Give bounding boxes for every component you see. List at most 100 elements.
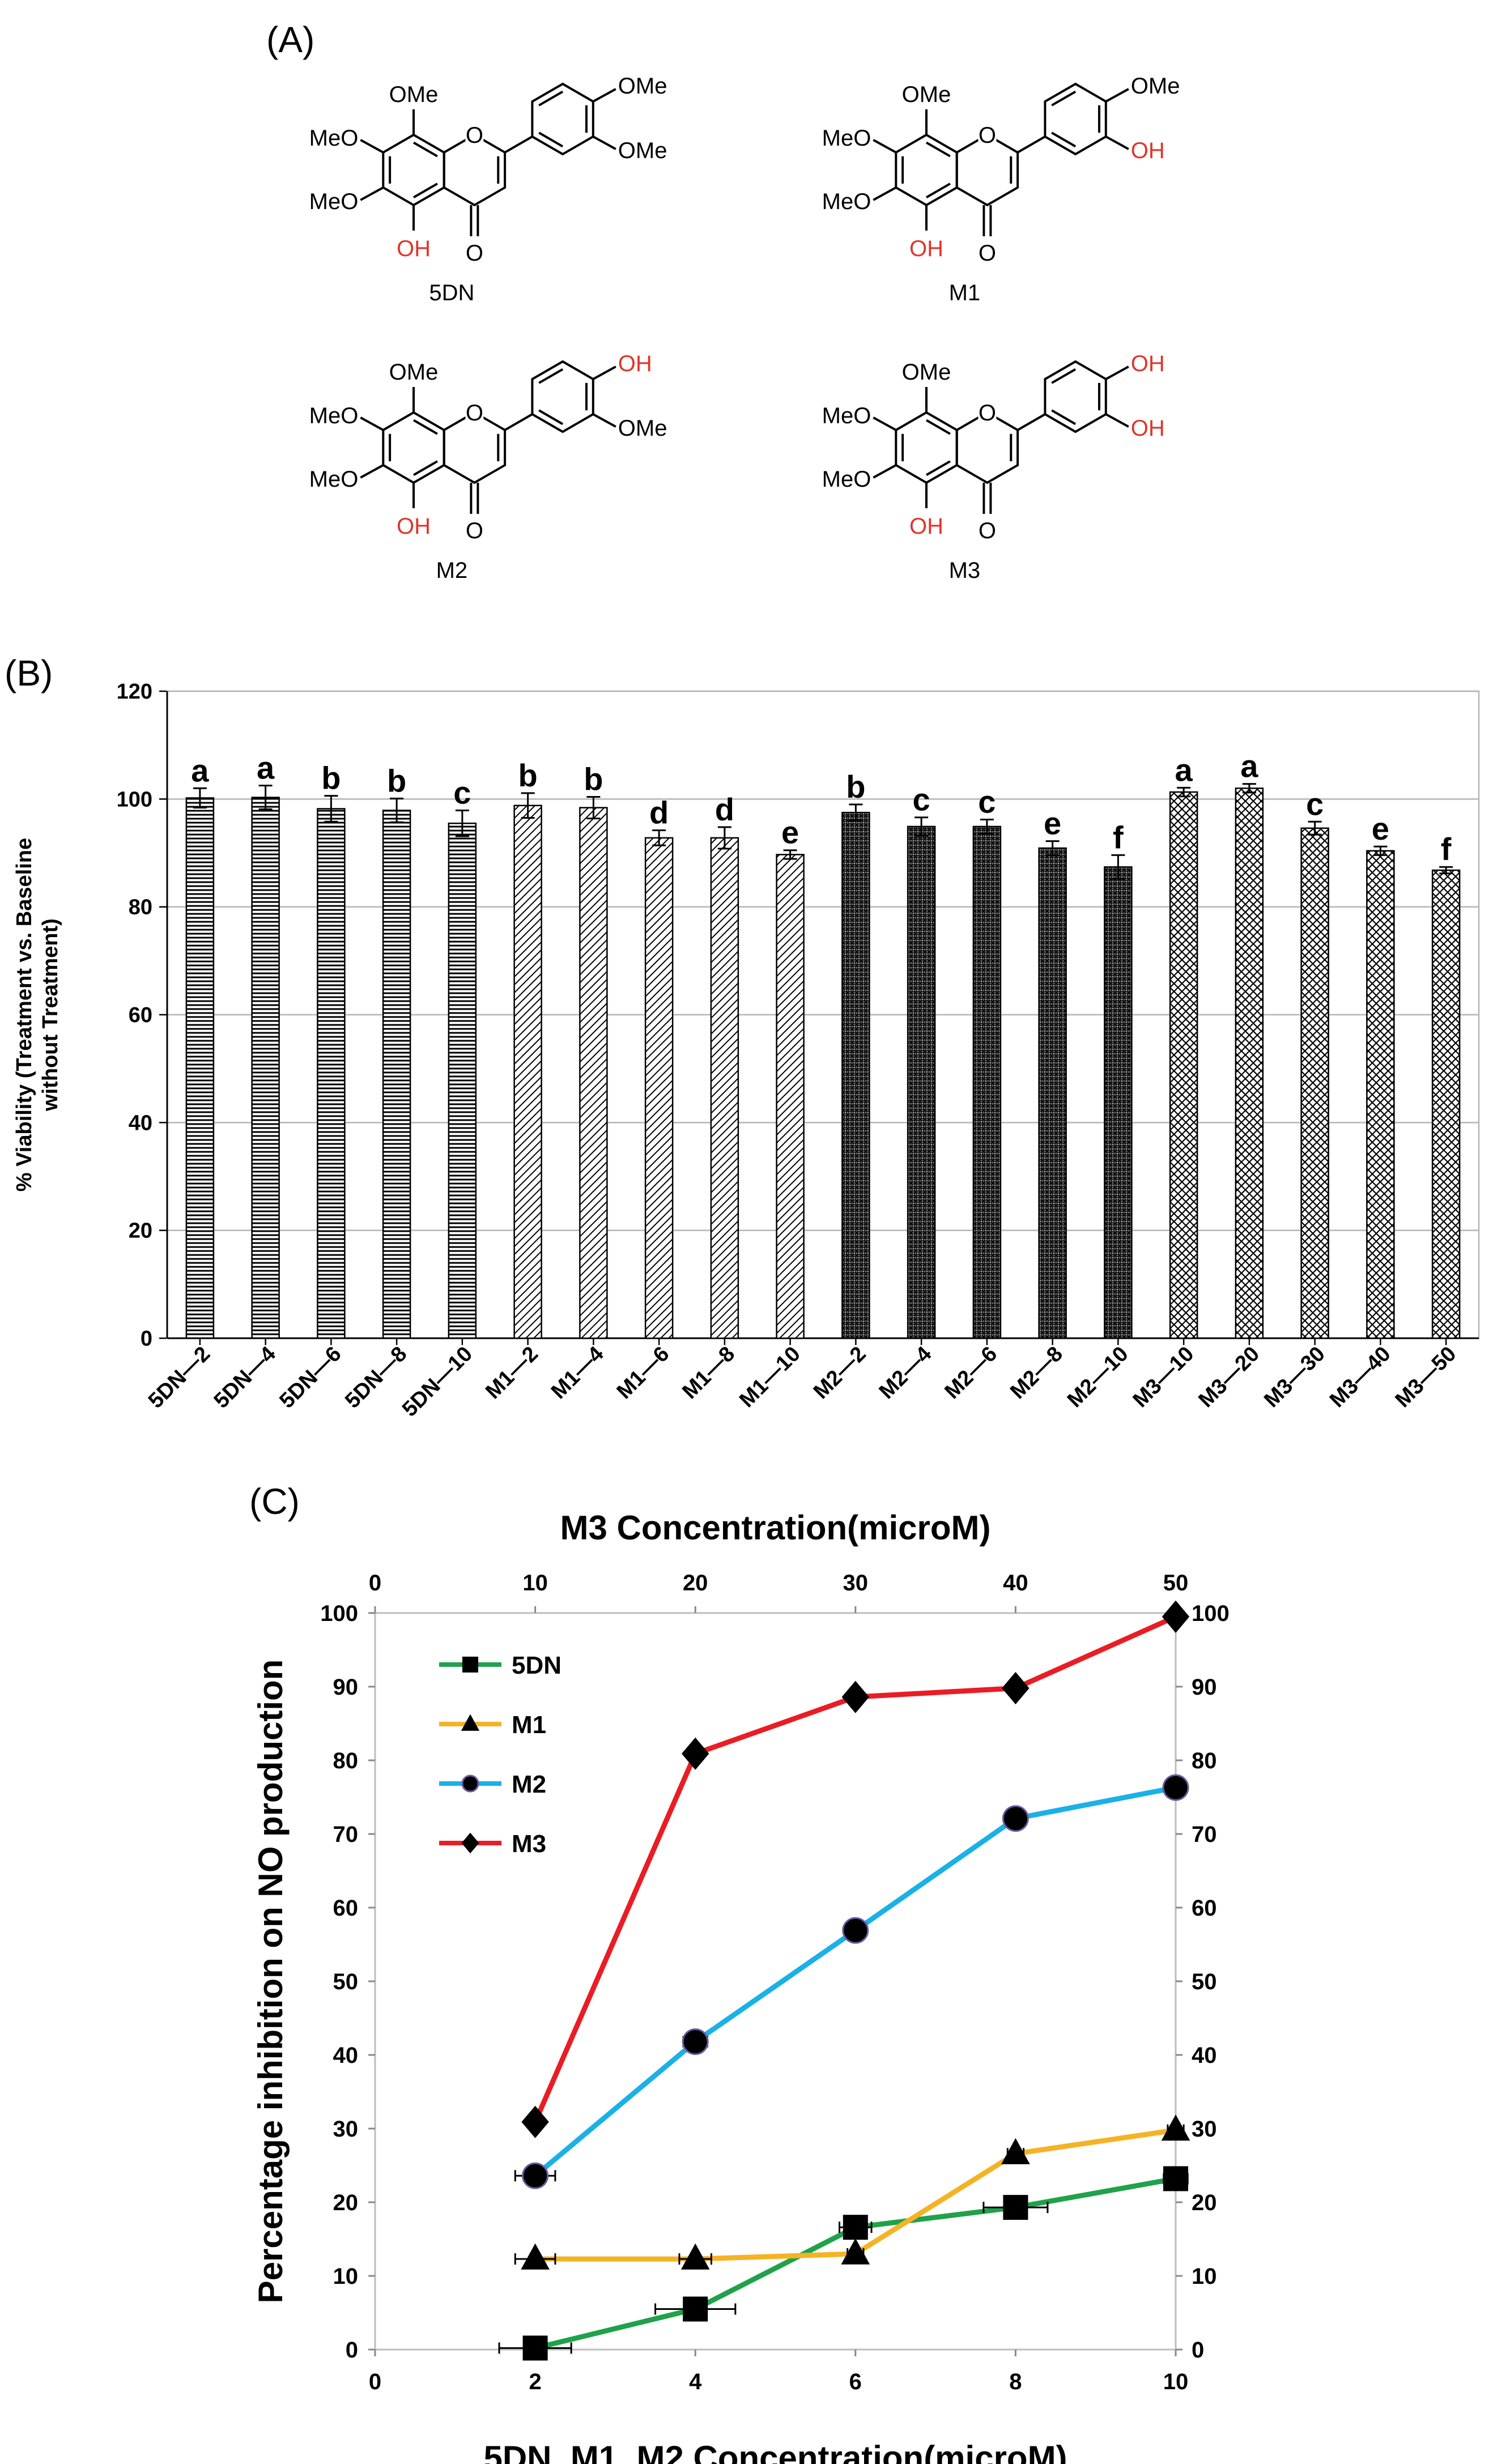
ring-oxygen-label: O xyxy=(466,401,483,425)
data-point xyxy=(683,2296,708,2322)
legend-marker xyxy=(461,1714,480,1731)
data-point xyxy=(1162,1600,1190,1633)
significance-letter: b xyxy=(846,769,865,805)
category-label: M2—8 xyxy=(1006,1342,1067,1404)
x-axis-label-bottom: 5DN, M1, M2 Concentration(microM) xyxy=(483,2439,1067,2464)
compound-name: M1 xyxy=(949,280,981,305)
category-label: M3—40 xyxy=(1325,1342,1396,1412)
y-tick-label-left: 50 xyxy=(333,1969,359,1994)
category-label: M2—10 xyxy=(1063,1342,1133,1412)
y-axis-label: % Viability (Treatment vs. Baseline xyxy=(12,838,36,1191)
y-tick-label-right: 10 xyxy=(1192,2264,1217,2289)
legend-label: M3 xyxy=(512,1830,546,1858)
c5-hydroxyl: OH xyxy=(909,514,943,539)
bar xyxy=(513,805,542,1339)
ketone-label: O xyxy=(466,241,483,266)
y-tick-label: 20 xyxy=(129,1219,152,1243)
legend-marker xyxy=(461,1774,479,1793)
legend: 5DN M1 M2 M3 xyxy=(439,1652,562,1858)
r3-substituent: OMe xyxy=(618,138,667,163)
y-tick-label: 0 xyxy=(141,1327,152,1351)
y-axis-label: Percentage inhibition on NO production xyxy=(252,1659,290,2304)
c5-hydroxyl: OH xyxy=(397,236,431,261)
significance-letter: e xyxy=(1372,811,1389,846)
compound-name: M2 xyxy=(436,558,468,583)
x-tick-label-bottom: 6 xyxy=(849,2369,862,2394)
series-m1 xyxy=(514,2114,1190,2270)
r3-substituent: OMe xyxy=(618,416,667,441)
bar xyxy=(1300,827,1329,1339)
data-point xyxy=(1002,1672,1030,1705)
bar xyxy=(1038,847,1067,1339)
ring-a xyxy=(382,411,445,484)
x-tick-label-bottom: 4 xyxy=(689,2369,702,2394)
c7-substituent: MeO xyxy=(822,126,871,151)
significance-letter: b xyxy=(584,761,603,797)
significance-letter: b xyxy=(321,760,341,796)
y-tick-label-right: 60 xyxy=(1192,1896,1217,1921)
category-label: M2—4 xyxy=(875,1342,937,1404)
series-m3 xyxy=(521,1600,1190,2138)
y-tick-label-left: 20 xyxy=(333,2190,359,2215)
c6-substituent: MeO xyxy=(822,189,871,214)
x-tick-label-bottom: 2 xyxy=(529,2369,541,2394)
c7-substituent: MeO xyxy=(309,126,359,151)
data-point xyxy=(842,1917,869,1944)
r4-substituent: OMe xyxy=(618,74,667,99)
y-tick-label-left: 60 xyxy=(333,1896,359,1921)
x-tick-label-top: 40 xyxy=(1003,1571,1028,1595)
c8-substituent: OMe xyxy=(389,360,439,385)
x-tick-label-bottom: 10 xyxy=(1163,2369,1189,2394)
category-label: 5DN—10 xyxy=(398,1342,477,1422)
r4-substituent: OH xyxy=(618,351,652,376)
y-tick-label-right: 90 xyxy=(1192,1675,1217,1700)
c8-substituent: OMe xyxy=(389,82,439,107)
ring-b xyxy=(531,82,594,156)
y-tick-label-left: 80 xyxy=(333,1748,359,1773)
r4-substituent: OH xyxy=(1131,351,1165,376)
bar xyxy=(1235,788,1264,1339)
bar xyxy=(382,810,411,1339)
category-label: M1—8 xyxy=(678,1342,739,1404)
y-tick-label-left: 100 xyxy=(320,1601,358,1626)
y-tick-label-left: 40 xyxy=(333,2043,359,2068)
c6-substituent: MeO xyxy=(309,467,359,492)
legend-marker xyxy=(462,1657,478,1673)
y-tick-label-right: 40 xyxy=(1192,2043,1217,2068)
ring-a xyxy=(895,133,958,207)
x-tick-label-bottom: 8 xyxy=(1009,2369,1022,2394)
panel-a-label: (A) xyxy=(266,19,314,60)
significance-letter: b xyxy=(387,763,406,798)
data-point xyxy=(1002,1805,1029,1832)
significance-letter: c xyxy=(913,782,930,818)
series-line xyxy=(533,1785,1176,2178)
panel-c-label: (C) xyxy=(249,1481,300,1522)
data-point xyxy=(1001,2138,1030,2164)
bar xyxy=(251,797,280,1339)
x-tick-label-bottom: 0 xyxy=(369,2369,381,2394)
x-tick-label-top: 50 xyxy=(1163,1571,1189,1595)
ring-oxygen-label: O xyxy=(466,123,483,148)
c7-substituent: MeO xyxy=(822,403,871,428)
significance-letter: a xyxy=(1240,748,1258,784)
significance-letter: a xyxy=(257,750,275,786)
significance-letter: a xyxy=(1175,752,1193,788)
y-tick-label-left: 70 xyxy=(333,1822,359,1847)
category-label: M3—30 xyxy=(1260,1342,1330,1412)
category-label: M3—20 xyxy=(1194,1342,1264,1412)
significance-letter: f xyxy=(1441,831,1452,867)
data-point xyxy=(521,2243,550,2270)
ketone-label: O xyxy=(979,518,996,543)
legend-label: M1 xyxy=(512,1711,546,1739)
c5-hydroxyl: OH xyxy=(909,236,943,261)
ring-a xyxy=(895,411,958,484)
category-label: M3—50 xyxy=(1391,1342,1461,1412)
ketone-label: O xyxy=(466,518,483,543)
y-tick-label-left: 10 xyxy=(333,2264,359,2289)
data-point xyxy=(1162,1774,1189,1801)
data-point xyxy=(1003,2195,1028,2220)
bar xyxy=(841,811,870,1339)
compound-name: 5DN xyxy=(429,280,474,305)
panel-b-label: (B) xyxy=(5,653,53,693)
ring-b xyxy=(1044,360,1107,433)
